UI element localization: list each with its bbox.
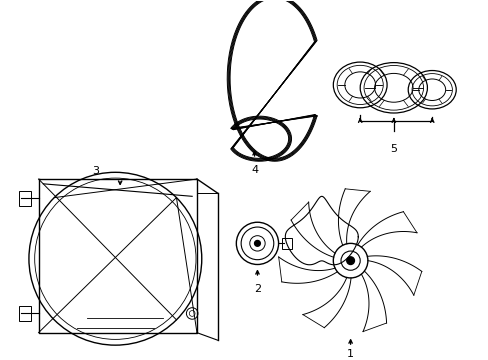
Circle shape — [346, 257, 354, 265]
Bar — [282, 238, 291, 249]
Bar — [20, 306, 31, 321]
Circle shape — [254, 240, 260, 246]
Text: 4: 4 — [250, 165, 258, 175]
Text: 5: 5 — [389, 144, 397, 153]
Text: 1: 1 — [346, 349, 353, 359]
Text: 2: 2 — [253, 284, 261, 294]
Text: 3: 3 — [92, 166, 100, 176]
Bar — [20, 190, 31, 206]
